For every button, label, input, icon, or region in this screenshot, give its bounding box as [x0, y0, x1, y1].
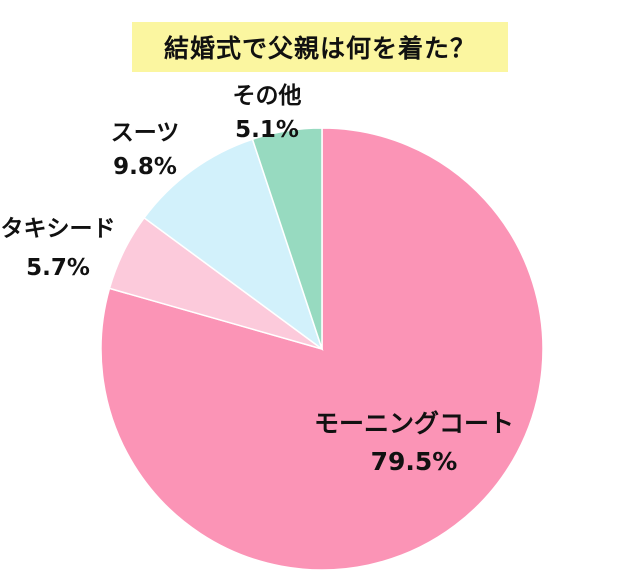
- pie-slice-morning-coat: [100, 127, 544, 571]
- pie-slices: [100, 127, 544, 571]
- pie-slice-suit: [143, 138, 324, 352]
- chart-title: 結婚式で父親は何を着た？: [132, 22, 508, 72]
- pie-slice-other: [251, 127, 323, 350]
- slice-value-morning-coat: 79.5%: [371, 447, 458, 476]
- slice-value-suit: 9.8%: [113, 154, 177, 180]
- slice-label-suit: スーツ: [111, 120, 180, 146]
- slice-label-tuxedo: タキシード: [1, 216, 116, 242]
- slice-value-other: 5.1%: [235, 117, 299, 143]
- slice-value-tuxedo: 5.7%: [26, 255, 90, 281]
- slice-label-morning-coat: モーニングコート: [314, 409, 514, 438]
- slice-label-other: その他: [233, 83, 302, 109]
- pie-labels: モーニングコート 79.5% タキシード 5.7% スーツ 9.8% その他 5.1%: [1, 83, 515, 476]
